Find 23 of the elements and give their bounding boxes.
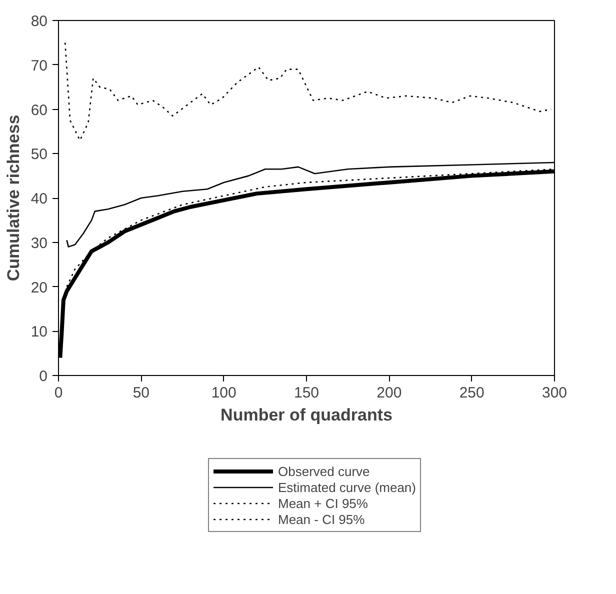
- legend-label: Mean - CI 95%: [278, 511, 365, 527]
- x-tick-label: 0: [54, 384, 63, 402]
- y-tick-label: 80: [30, 13, 48, 30]
- legend-label: Mean + CI 95%: [278, 495, 368, 511]
- x-tick-label: 200: [376, 384, 402, 402]
- y-tick-label: 30: [30, 234, 48, 252]
- x-axis-title: Number of quadrants: [220, 406, 392, 424]
- y-tick-label: 60: [30, 102, 48, 119]
- y-tick-label: 20: [30, 279, 48, 296]
- y-tick-label: 50: [30, 146, 48, 164]
- y-tick-label: 70: [30, 57, 48, 74]
- legend-label: Observed curve: [278, 463, 370, 479]
- y-tick-label: 0: [39, 368, 48, 385]
- x-tick-label: 150: [294, 384, 320, 402]
- x-tick-label: 250: [459, 384, 484, 402]
- line-series: [64, 42, 552, 141]
- legend-label: Estimated curve (mean): [278, 479, 416, 495]
- y-tick-label: 10: [30, 324, 48, 341]
- x-tick-label: 50: [132, 384, 150, 402]
- x-tick-label: 100: [211, 384, 236, 402]
- y-axis-title: Cumulative richness: [4, 114, 23, 282]
- x-tick-label: 300: [542, 384, 568, 402]
- y-tick-label: 40: [30, 190, 48, 208]
